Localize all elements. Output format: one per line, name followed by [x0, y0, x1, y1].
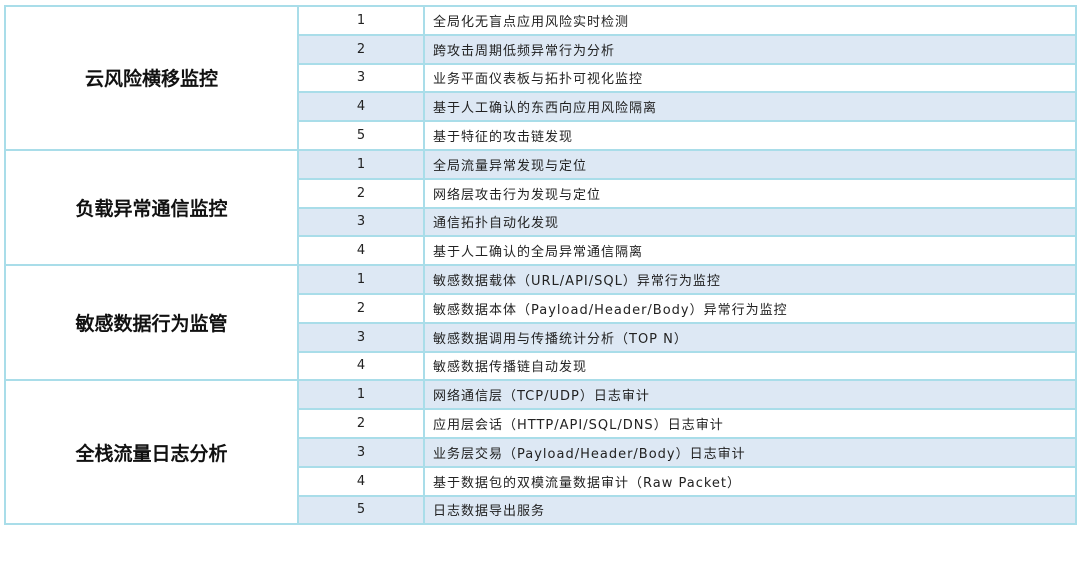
table-row: 4 基于人工确认的东西向应用风险隔离 — [5, 91, 1077, 123]
item-number: 3 — [297, 436, 425, 468]
item-description: 应用层会话（HTTP/API/SQL/DNS）日志审计 — [423, 408, 1077, 439]
table-row: 4 基于人工确认的全局异常通信隔离 — [5, 235, 1077, 267]
item-number: 5 — [297, 120, 425, 151]
item-number: 4 — [297, 465, 425, 497]
item-description: 全局流量异常发现与定位 — [423, 148, 1077, 180]
category-title: 全栈流量日志分析 — [4, 379, 299, 526]
item-number: 3 — [297, 206, 425, 238]
item-number: 1 — [297, 5, 425, 36]
item-number: 3 — [297, 321, 425, 353]
table-row: 3 业务平面仪表板与拓扑可视化监控 — [5, 62, 1077, 94]
item-number: 1 — [297, 148, 425, 180]
item-description: 业务平面仪表板与拓扑可视化监控 — [423, 62, 1077, 94]
item-description: 敏感数据载体（URL/API/SQL）异常行为监控 — [423, 264, 1077, 295]
table-row: 2 跨攻击周期低频异常行为分析 — [5, 33, 1077, 65]
item-number: 2 — [297, 408, 425, 439]
item-description: 敏感数据传播链自动发现 — [423, 350, 1077, 382]
item-number: 2 — [297, 292, 425, 324]
category-title: 云风险横移监控 — [4, 5, 299, 151]
item-description: 基于数据包的双模流量数据审计（Raw Packet） — [423, 465, 1077, 497]
table-row: 负载异常通信监控 1 全局流量异常发现与定位 — [4, 148, 1077, 267]
item-number: 1 — [297, 379, 425, 411]
table-row: 2 敏感数据本体（Payload/Header/Body）异常行为监控 — [5, 292, 1077, 324]
item-description: 网络层攻击行为发现与定位 — [423, 177, 1077, 209]
table-row: 全栈流量日志分析 1 网络通信层（TCP/UDP）日志审计 — [4, 379, 1077, 526]
table-row: 云风险横移监控 1 全局化无盲点应用风险实时检测 — [4, 5, 1077, 151]
category-title: 负载异常通信监控 — [4, 148, 299, 267]
category-title: 敏感数据行为监管 — [4, 264, 299, 382]
item-description: 敏感数据调用与传播统计分析（TOP N） — [423, 321, 1077, 353]
table-row: 敏感数据行为监管 1 敏感数据载体（URL/API/SQL）异常行为监控 — [4, 264, 1077, 382]
item-description: 通信拓扑自动化发现 — [423, 206, 1077, 238]
item-description: 日志数据导出服务 — [423, 494, 1077, 526]
item-description: 基于人工确认的全局异常通信隔离 — [423, 235, 1077, 267]
table-row: 5 基于特征的攻击链发现 — [5, 120, 1077, 151]
item-number: 5 — [297, 494, 425, 526]
item-description: 全局化无盲点应用风险实时检测 — [423, 5, 1077, 36]
item-description: 基于特征的攻击链发现 — [423, 120, 1077, 151]
table-row: 4 基于数据包的双模流量数据审计（Raw Packet） — [5, 465, 1077, 497]
table-row: 3 敏感数据调用与传播统计分析（TOP N） — [5, 321, 1077, 353]
feature-table: 云风险横移监控 1 全局化无盲点应用风险实时检测 2 跨攻击周期低频异常行为分析 3 业务平… — [4, 5, 1077, 526]
item-description: 敏感数据本体（Payload/Header/Body）异常行为监控 — [423, 292, 1077, 324]
item-description: 跨攻击周期低频异常行为分析 — [423, 33, 1077, 65]
table-row: 4 敏感数据传播链自动发现 — [5, 350, 1077, 382]
item-number: 4 — [297, 350, 425, 382]
item-description: 基于人工确认的东西向应用风险隔离 — [423, 91, 1077, 123]
item-number: 2 — [297, 177, 425, 209]
table-row: 3 通信拓扑自动化发现 — [5, 206, 1077, 238]
item-description: 业务层交易（Payload/Header/Body）日志审计 — [423, 436, 1077, 468]
item-number: 3 — [297, 62, 425, 94]
item-number: 2 — [297, 33, 425, 65]
item-description: 网络通信层（TCP/UDP）日志审计 — [423, 379, 1077, 411]
table-row: 2 应用层会话（HTTP/API/SQL/DNS）日志审计 — [5, 408, 1077, 439]
table-row: 2 网络层攻击行为发现与定位 — [5, 177, 1077, 209]
item-number: 4 — [297, 235, 425, 267]
item-number: 4 — [297, 91, 425, 123]
table-row: 5 日志数据导出服务 — [5, 494, 1077, 526]
item-number: 1 — [297, 264, 425, 295]
table-row: 3 业务层交易（Payload/Header/Body）日志审计 — [5, 436, 1077, 468]
